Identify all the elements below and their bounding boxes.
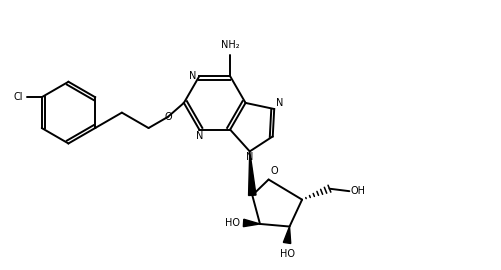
Text: N: N	[195, 131, 202, 141]
Polygon shape	[283, 227, 290, 244]
Text: O: O	[164, 112, 171, 122]
Polygon shape	[248, 151, 256, 195]
Text: HO: HO	[224, 218, 239, 228]
Text: Cl: Cl	[14, 92, 23, 102]
Text: O: O	[270, 166, 277, 176]
Text: N: N	[188, 71, 196, 81]
Text: NH₂: NH₂	[220, 40, 239, 50]
Text: N: N	[276, 97, 283, 107]
Text: OH: OH	[350, 186, 365, 196]
Text: N: N	[245, 152, 253, 162]
Text: HO: HO	[279, 249, 294, 259]
Polygon shape	[243, 219, 260, 227]
